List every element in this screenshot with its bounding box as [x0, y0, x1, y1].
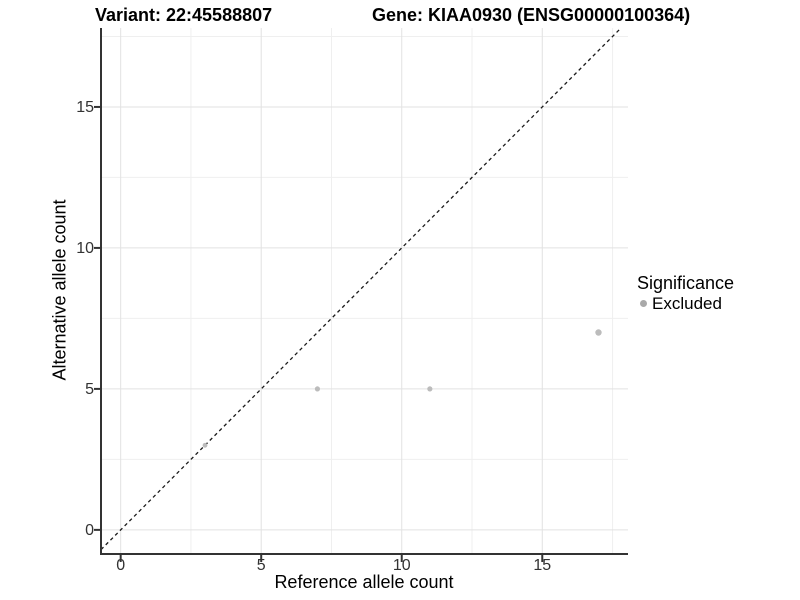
data-point	[427, 386, 433, 392]
x-tick-label: 0	[116, 557, 126, 574]
identity-line	[100, 28, 622, 551]
y-tick-label: 5	[85, 380, 94, 398]
y-axis-title: Alternative allele count	[49, 199, 70, 381]
circle-icon	[640, 300, 647, 307]
x-axis-title: Reference allele count	[274, 572, 454, 592]
data-point	[595, 329, 602, 336]
y-tick-label: 10	[76, 239, 94, 257]
y-tick-label: 0	[85, 521, 94, 539]
y-tick-label: 15	[76, 98, 94, 116]
legend-item-label: Excluded	[652, 294, 722, 313]
plot-title-variant: Variant: 22:45588807	[95, 5, 273, 25]
plot-title-gene: Gene: KIAA0930 (ENSG00000100364)	[372, 5, 691, 25]
x-tick-label: 5	[256, 557, 266, 574]
plot-svg	[94, 28, 628, 562]
legend-item-excluded: Excluded	[637, 294, 734, 313]
x-tick-label: 15	[533, 557, 552, 574]
legend-title: Significance	[637, 273, 735, 293]
data-point	[202, 442, 208, 448]
legend: Significance Excluded	[637, 273, 734, 313]
x-tick-label: 10	[392, 557, 411, 574]
data-point	[314, 386, 321, 392]
